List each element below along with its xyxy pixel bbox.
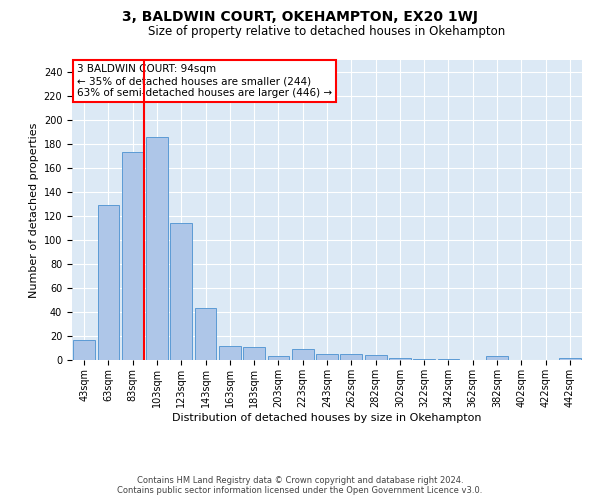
Title: Size of property relative to detached houses in Okehampton: Size of property relative to detached ho… xyxy=(148,25,506,38)
Bar xyxy=(389,358,411,360)
Bar xyxy=(122,152,143,360)
Bar xyxy=(97,205,119,360)
Text: 3, BALDWIN COURT, OKEHAMPTON, EX20 1WJ: 3, BALDWIN COURT, OKEHAMPTON, EX20 1WJ xyxy=(122,10,478,24)
Bar xyxy=(219,346,241,360)
Bar xyxy=(486,356,508,360)
Bar xyxy=(316,354,338,360)
Bar xyxy=(559,358,581,360)
Bar xyxy=(146,137,168,360)
X-axis label: Distribution of detached houses by size in Okehampton: Distribution of detached houses by size … xyxy=(172,412,482,422)
Bar xyxy=(340,354,362,360)
Bar xyxy=(268,356,289,360)
Bar xyxy=(170,223,192,360)
Text: 3 BALDWIN COURT: 94sqm
← 35% of detached houses are smaller (244)
63% of semi-de: 3 BALDWIN COURT: 94sqm ← 35% of detached… xyxy=(77,64,332,98)
Bar xyxy=(194,308,217,360)
Bar xyxy=(243,347,265,360)
Text: Contains HM Land Registry data © Crown copyright and database right 2024.
Contai: Contains HM Land Registry data © Crown c… xyxy=(118,476,482,495)
Bar xyxy=(437,359,460,360)
Bar xyxy=(292,349,314,360)
Bar xyxy=(413,359,435,360)
Y-axis label: Number of detached properties: Number of detached properties xyxy=(29,122,40,298)
Bar xyxy=(365,355,386,360)
Bar xyxy=(73,340,95,360)
